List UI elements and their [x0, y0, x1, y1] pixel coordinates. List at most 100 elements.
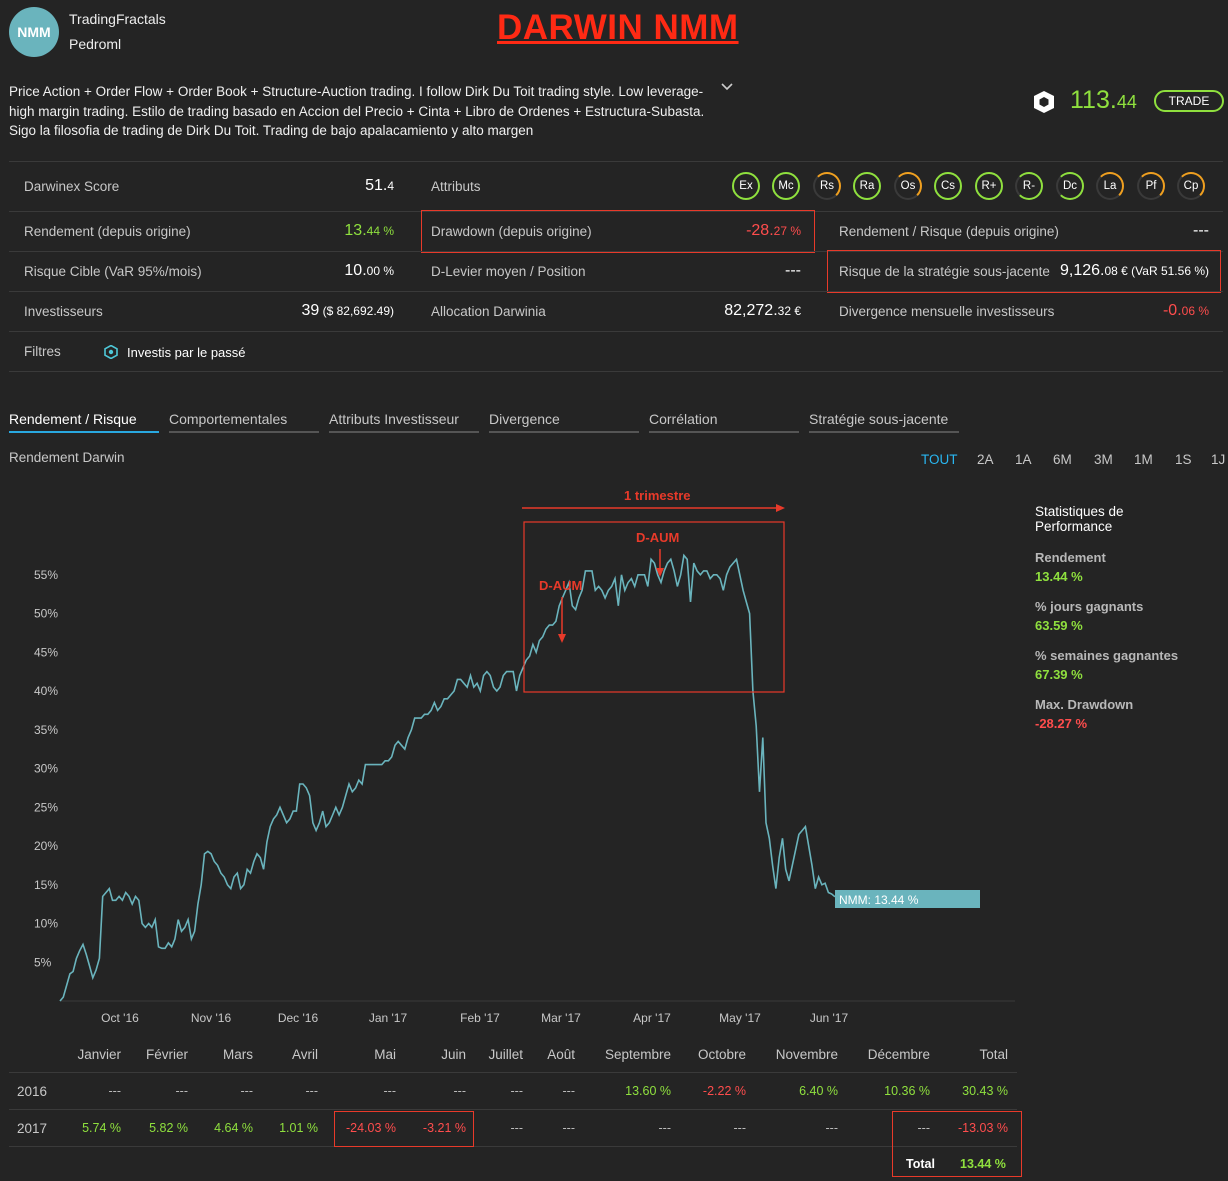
- y-tick-label: 20%: [34, 839, 58, 853]
- tab-attributs-investisseur[interactable]: Attributs Investisseur: [329, 411, 479, 433]
- divider: [9, 371, 1223, 372]
- divider: [9, 291, 1223, 292]
- divergence-value: -0.06 %: [1162, 302, 1209, 319]
- table-header: Total: [979, 1047, 1008, 1062]
- range-1s[interactable]: 1S: [1175, 452, 1192, 467]
- rr-value: ---: [1193, 222, 1209, 239]
- y-tick-label: 10%: [34, 917, 58, 931]
- may-june-highlight: [334, 1111, 474, 1147]
- rendement-label: Rendement (depuis origine): [24, 224, 191, 239]
- perf-rendement-value: 13.44 %: [1035, 569, 1083, 584]
- y-tick-label: 55%: [34, 568, 58, 582]
- divergence-label: Divergence mensuelle investisseurs: [839, 304, 1055, 319]
- drawdown-label: Drawdown (depuis origine): [431, 224, 592, 239]
- daum-arrowhead-1: [558, 634, 566, 643]
- range-1j[interactable]: 1J: [1211, 452, 1226, 467]
- hexagon-filter-icon[interactable]: [104, 344, 118, 360]
- perf-jours-value: 63.59 %: [1035, 618, 1083, 633]
- table-cell: 4.64 %: [214, 1121, 253, 1135]
- investisseurs-label: Investisseurs: [24, 304, 103, 319]
- range-3m[interactable]: 3M: [1094, 452, 1113, 467]
- table-header: Juillet: [488, 1047, 523, 1062]
- table-cell: ---: [453, 1084, 467, 1098]
- y-tick-label: 35%: [34, 723, 58, 737]
- daum-annotation-2: D-AUM: [636, 530, 679, 545]
- perf-jours-label: % jours gagnants: [1035, 599, 1144, 614]
- table-cell: 6.40 %: [799, 1084, 838, 1098]
- range-6m[interactable]: 6M: [1053, 452, 1072, 467]
- filter-chip-label[interactable]: Investis par le passé: [127, 345, 246, 360]
- attr-cp-icon[interactable]: Cp: [1177, 172, 1205, 200]
- score-value: 51.4: [365, 177, 394, 194]
- table-cell: ---: [108, 1084, 122, 1098]
- attributs-label: Attributs: [431, 179, 481, 194]
- table-cell: -2.22 %: [702, 1084, 746, 1098]
- attr-rminus-icon[interactable]: R-: [1015, 172, 1043, 200]
- strategy-risk-label: Risque de la stratégie sous-jacente: [839, 264, 1050, 279]
- attr-ra-icon[interactable]: Ra: [853, 172, 881, 200]
- table-cell: -13.03 %: [957, 1121, 1008, 1135]
- table-header: Avril: [291, 1047, 318, 1062]
- table-cell: ---: [305, 1084, 319, 1098]
- divider: [9, 331, 1223, 332]
- x-tick-label: Mar '17: [541, 1011, 581, 1025]
- avatar: NMM: [9, 7, 59, 57]
- table-cell: ---: [240, 1084, 254, 1098]
- table-cell: ---: [917, 1121, 931, 1135]
- dlevier-label: D-Levier moyen / Position: [431, 264, 586, 279]
- attr-ex-icon[interactable]: Ex: [732, 172, 760, 200]
- x-tick-label: Jan '17: [369, 1011, 408, 1025]
- table-header: Octobre: [697, 1047, 746, 1062]
- series-line-nmm: [59, 553, 836, 1002]
- username[interactable]: TradingFractals: [69, 11, 166, 27]
- table-header: Juin: [441, 1047, 466, 1062]
- perf-rendement-label: Rendement: [1035, 550, 1106, 565]
- range-2a[interactable]: 2A: [977, 452, 994, 467]
- x-tick-label: Oct '16: [101, 1011, 139, 1025]
- attr-mc-icon[interactable]: Mc: [772, 172, 800, 200]
- strategy-risk-highlight: [827, 250, 1221, 293]
- attr-dc-icon[interactable]: Dc: [1056, 172, 1084, 200]
- table-cell: 5.82 %: [149, 1121, 188, 1135]
- chevron-down-icon[interactable]: [720, 80, 734, 94]
- range-tout[interactable]: TOUT: [921, 452, 958, 467]
- range-1a[interactable]: 1A: [1015, 452, 1032, 467]
- trade-button[interactable]: TRADE: [1154, 90, 1224, 112]
- table-cell: 10.36 %: [884, 1084, 930, 1098]
- x-tick-label: May '17: [719, 1011, 761, 1025]
- table-cell: 13.60 %: [625, 1084, 671, 1098]
- risque-label: Risque Cible (VaR 95%/mois): [24, 264, 202, 279]
- tab-strategie-sous-jacente[interactable]: Stratégie sous-jacente: [809, 411, 959, 433]
- darwin-price: 113.44: [1070, 86, 1137, 114]
- tab-comportementales[interactable]: Comportementales: [169, 411, 319, 433]
- attr-rplus-icon[interactable]: R+: [975, 172, 1003, 200]
- tab-rendement-risque[interactable]: Rendement / Risque: [9, 411, 159, 433]
- x-tick-label: Feb '17: [460, 1011, 500, 1025]
- table-cell: ---: [562, 1121, 576, 1135]
- tab-correlation[interactable]: Corrélation: [649, 411, 799, 433]
- tab-divergence[interactable]: Divergence: [489, 411, 639, 433]
- range-1m[interactable]: 1M: [1134, 452, 1153, 467]
- grand-total-label: Total: [906, 1157, 935, 1171]
- table-cell: ---: [175, 1084, 189, 1098]
- attr-rs-icon[interactable]: Rs: [813, 172, 841, 200]
- strategy-description: Price Action + Order Flow + Order Book +…: [9, 84, 705, 138]
- attr-os-icon[interactable]: Os: [894, 172, 922, 200]
- performance-chart[interactable]: 5% 10% 15% 20% 25% 30% 35% 40% 45% 50% 55% Oct '16…: [0, 480, 1020, 1040]
- table-cell: ---: [383, 1084, 397, 1098]
- divider: [9, 211, 1223, 212]
- attr-pf-icon[interactable]: Pf: [1137, 172, 1165, 200]
- year-2016: 2016: [17, 1084, 48, 1099]
- table-header: Août: [547, 1047, 575, 1062]
- table-header: Novembre: [775, 1047, 838, 1062]
- drawdown-value: -28.27 %: [746, 222, 801, 239]
- table-header: Mars: [223, 1047, 253, 1062]
- attr-la-icon[interactable]: La: [1096, 172, 1124, 200]
- perf-semaines-label: % semaines gagnantes: [1035, 648, 1179, 663]
- y-tick-label: 45%: [34, 645, 58, 659]
- subname[interactable]: Pedroml: [69, 36, 122, 52]
- attr-cs-icon[interactable]: Cs: [934, 172, 962, 200]
- table-header: Décembre: [867, 1047, 930, 1062]
- chart-section-title: Rendement Darwin: [9, 450, 125, 465]
- perf-stats-title: Statistiques de Performance: [1035, 504, 1124, 534]
